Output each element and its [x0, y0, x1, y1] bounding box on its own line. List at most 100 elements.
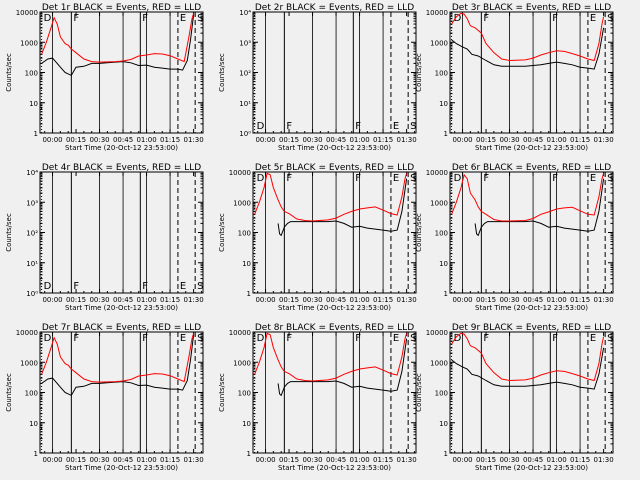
y-axis-label: Counts/sec — [218, 213, 226, 252]
detector-panels: Det 1r BLACK = Events, RED = LLD 00:00 00:… — [5, 3, 614, 472]
y-tick-label: 1 — [34, 130, 38, 138]
y-tick-label: 10¹ — [26, 260, 38, 268]
flag-label-e: E — [590, 13, 596, 24]
y-tick-label: 100 — [435, 230, 448, 238]
y-tick-label: 1000 — [20, 39, 38, 47]
y-axis-label: Counts/sec — [5, 213, 13, 252]
y-tick-label: 1 — [247, 290, 251, 298]
flag-label-f: F — [483, 13, 489, 24]
x-tick-label: 00:30 — [499, 136, 519, 144]
x-tick-label: 01:15 — [570, 296, 590, 304]
panel-title: Det 2r BLACK = Events, RED = LLD — [255, 3, 414, 13]
flag-label-f: F — [73, 13, 79, 24]
panel-det-8r: Det 8r BLACK = Events, RED = LLD 00:00 00:… — [218, 323, 417, 472]
x-tick-label: 00:15 — [476, 136, 496, 144]
x-tick-label: 00:45 — [523, 456, 543, 464]
x-tick-label: 00:15 — [279, 456, 299, 464]
x-tick-label: 01:00 — [349, 296, 369, 304]
x-tick-label: 01:15 — [570, 456, 590, 464]
flag-label-f: F — [142, 333, 148, 344]
flag-label-d: D — [257, 121, 265, 132]
y-tick-label: 1 — [247, 450, 251, 458]
x-tick-label: 00:00 — [42, 456, 62, 464]
x-axis-label: Start Time (20-Oct-12 23:53:00) — [65, 144, 178, 152]
flag-label-f: F — [286, 333, 292, 344]
flag-label-e: E — [393, 333, 399, 344]
x-tick-label: 00:30 — [89, 456, 109, 464]
flag-label-s: S — [607, 333, 613, 344]
flag-label-e: E — [590, 333, 596, 344]
y-tick-label: 10⁴ — [239, 9, 251, 17]
x-tick-label: 01:30 — [184, 136, 204, 144]
panel-det-4r: Det 4r BLACK = Events, RED = LLD 00:00 00:… — [5, 163, 204, 312]
panel-title: Det 7r BLACK = Events, RED = LLD — [42, 323, 201, 333]
x-tick-label: 01:30 — [594, 456, 614, 464]
y-tick-label: 10000 — [426, 9, 448, 17]
panel-det-3r: Det 3r BLACK = Events, RED = LLD 00:00 00:… — [415, 3, 614, 152]
flag-label-s: S — [197, 333, 203, 344]
series-line-lld — [41, 13, 195, 63]
x-tick-label: 00:30 — [89, 136, 109, 144]
flag-label-e: E — [180, 281, 186, 292]
x-tick-label: 00:15 — [66, 456, 86, 464]
flag-label-f: F — [355, 173, 361, 184]
x-tick-label: 00:45 — [113, 296, 133, 304]
series-line-lld — [451, 12, 605, 62]
y-tick-label: 1 — [444, 290, 448, 298]
x-axis-label: Start Time (20-Oct-12 23:53:00) — [65, 304, 178, 312]
flag-label-f: F — [552, 173, 558, 184]
y-tick-label: 10² — [26, 230, 38, 238]
flag-label-s: S — [410, 333, 416, 344]
x-tick-label: 01:00 — [546, 456, 566, 464]
x-tick-label: 01:00 — [136, 456, 156, 464]
y-axis-label: Counts/sec — [415, 53, 423, 92]
series-line-events — [451, 27, 605, 70]
series-line-events — [277, 178, 408, 237]
x-tick-label: 00:45 — [326, 136, 346, 144]
panel-det-6r: Det 6r BLACK = Events, RED = LLD 00:00 00:… — [415, 163, 614, 312]
x-tick-label: 00:30 — [89, 296, 109, 304]
series-line-events — [41, 14, 195, 77]
x-tick-label: 01:15 — [373, 456, 393, 464]
x-tick-label: 01:00 — [136, 296, 156, 304]
y-tick-label: 100 — [25, 70, 38, 78]
x-tick-label: 01:15 — [570, 136, 590, 144]
x-tick-label: 00:15 — [279, 136, 299, 144]
y-tick-label: 10000 — [426, 169, 448, 177]
x-tick-label: 00:15 — [66, 296, 86, 304]
x-tick-label: 00:00 — [42, 136, 62, 144]
y-tick-label: 10000 — [229, 329, 251, 337]
x-tick-label: 01:15 — [373, 296, 393, 304]
y-tick-label: 10⁰ — [26, 290, 38, 298]
x-tick-label: 00:45 — [523, 136, 543, 144]
x-tick-label: 00:45 — [326, 456, 346, 464]
x-tick-label: 00:15 — [476, 296, 496, 304]
x-tick-label: 01:00 — [546, 136, 566, 144]
x-tick-label: 01:00 — [546, 296, 566, 304]
flag-label-s: S — [197, 13, 203, 24]
y-tick-label: 1 — [34, 450, 38, 458]
y-tick-label: 1 — [444, 130, 448, 138]
x-tick-label: 00:30 — [499, 296, 519, 304]
flag-label-f: F — [355, 333, 361, 344]
x-tick-label: 00:00 — [255, 296, 275, 304]
x-tick-label: 01:30 — [397, 136, 417, 144]
series-line-events — [474, 178, 605, 237]
x-tick-label: 01:15 — [160, 456, 180, 464]
x-tick-label: 00:00 — [255, 136, 275, 144]
series-line-lld — [451, 332, 605, 382]
y-tick-label: 1000 — [430, 359, 448, 367]
panel-title: Det 1r BLACK = Events, RED = LLD — [42, 3, 201, 13]
x-tick-label: 00:45 — [113, 136, 133, 144]
x-tick-label: 01:15 — [160, 136, 180, 144]
x-tick-label: 00:45 — [113, 456, 133, 464]
y-tick-label: 1000 — [430, 199, 448, 207]
flag-label-f: F — [552, 333, 558, 344]
x-tick-label: 00:15 — [66, 136, 86, 144]
x-tick-label: 01:30 — [397, 296, 417, 304]
x-tick-label: 00:15 — [279, 296, 299, 304]
flag-label-f: F — [483, 173, 489, 184]
x-tick-label: 00:00 — [255, 456, 275, 464]
